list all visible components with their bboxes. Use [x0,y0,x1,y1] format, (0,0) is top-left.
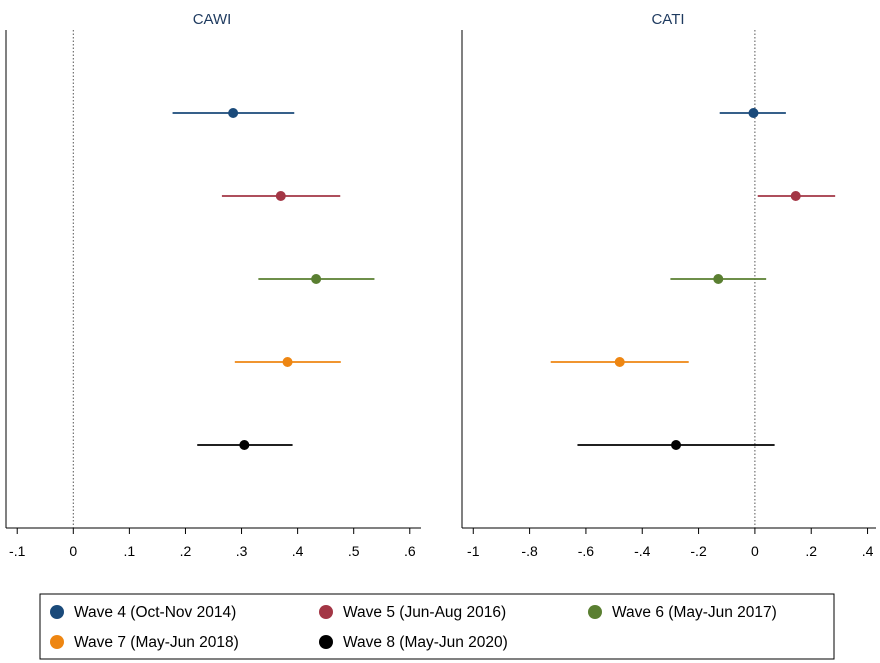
point-estimate [282,357,293,367]
point-estimate [239,440,250,450]
panel-title-cati: CATI [651,11,684,28]
x-tick-label: -.8 [521,543,538,559]
legend-marker [319,635,333,649]
panel-cati: CATI -1 -.8 -.6 -.4 -.2 0 .2 .4 [461,11,876,559]
x-tick-label: -.6 [578,543,595,559]
x-tick-label: .1 [124,543,136,559]
point-estimate [228,108,239,118]
legend-label: Wave 7 (May-Jun 2018) [74,634,239,651]
legend-label: Wave 4 (Oct-Nov 2014) [74,604,236,621]
x-tick-label: -.2 [690,543,707,559]
legend-marker [588,605,602,619]
x-tick-label: 0 [69,543,77,559]
legend-label: Wave 5 (Jun-Aug 2016) [343,604,506,621]
x-tick-label: .3 [236,543,248,559]
point-estimate [713,274,724,284]
legend-marker [50,635,64,649]
point-estimate [748,108,759,118]
x-tick-label: .6 [404,543,416,559]
point-estimate [671,440,682,450]
legend-label: Wave 6 (May-Jun 2017) [612,604,777,621]
point-estimate [311,274,322,284]
panel-title-cawi: CAWI [193,11,232,28]
legend-label: Wave 8 (May-Jun 2020) [343,634,508,651]
x-tick-label: .4 [862,543,874,559]
x-tick-label: .5 [348,543,360,559]
x-tick-label: .2 [805,543,817,559]
legend-marker [319,605,333,619]
panel-cawi: CAWI -.1 0 .1 .2 .3 .4 .5 .6 [5,11,421,559]
x-tick-label: .2 [180,543,192,559]
legend: Wave 4 (Oct-Nov 2014) Wave 5 (Jun-Aug 201… [39,593,835,660]
point-estimate [275,191,286,201]
point-estimate [614,357,625,367]
x-tick-label: 0 [751,543,759,559]
x-tick-label: -.4 [634,543,651,559]
x-tick-label: -.1 [9,543,26,559]
x-tick-label: .4 [292,543,304,559]
legend-marker [50,605,64,619]
x-tick-label: -1 [467,543,480,559]
point-estimate [790,191,801,201]
legend-box [39,593,835,660]
